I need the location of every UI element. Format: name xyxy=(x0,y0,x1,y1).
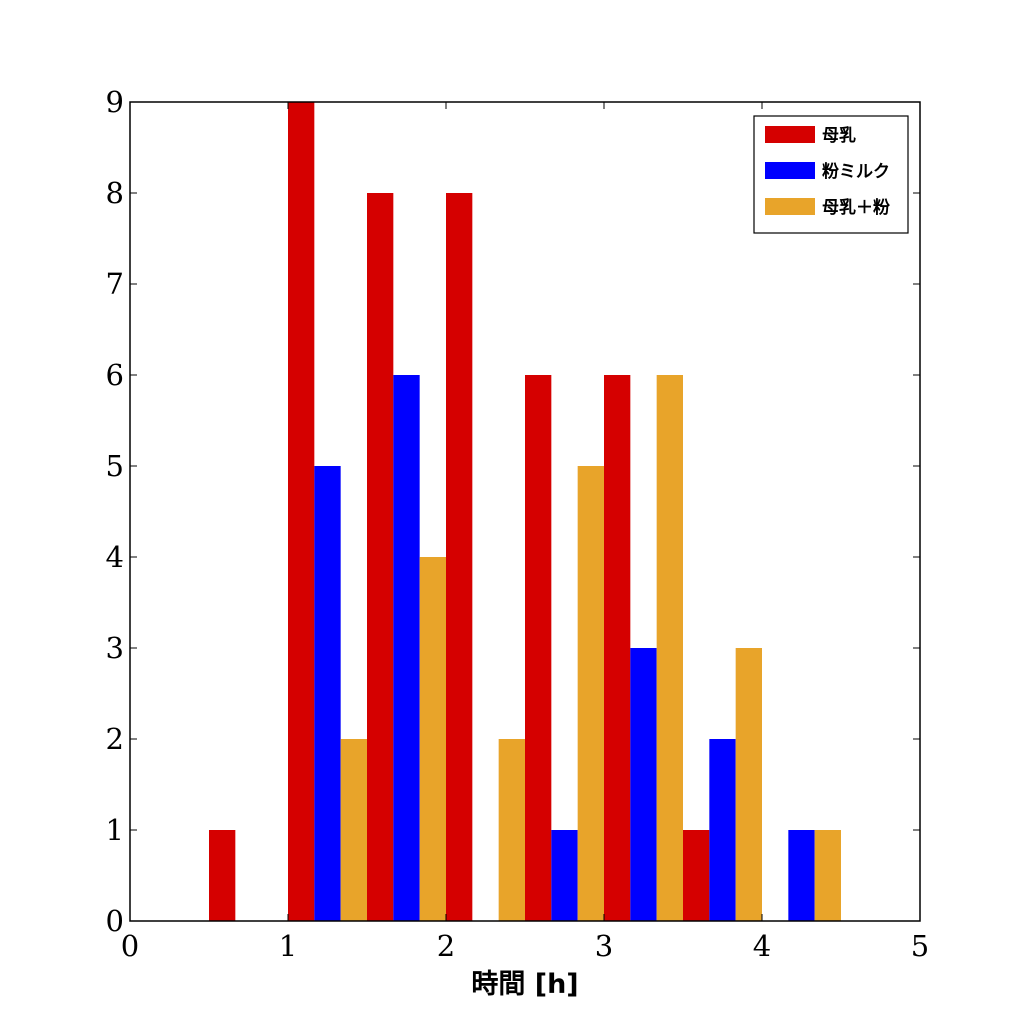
bar xyxy=(446,193,473,921)
bar xyxy=(656,375,683,921)
x-tick-label: 3 xyxy=(595,929,613,963)
x-axis-label: 時間 [h] xyxy=(471,969,578,1000)
bar xyxy=(525,375,552,921)
y-tick-label: 9 xyxy=(106,85,124,119)
x-tick-label: 5 xyxy=(911,929,929,963)
bars-group xyxy=(209,102,841,921)
y-tick-label: 2 xyxy=(106,722,124,756)
bar xyxy=(367,193,394,921)
bar xyxy=(314,466,341,921)
bar xyxy=(498,739,525,921)
bar xyxy=(288,102,315,921)
bar xyxy=(709,739,736,921)
bar xyxy=(419,557,446,921)
bar xyxy=(735,648,762,921)
y-tick-label: 1 xyxy=(106,813,124,847)
bar xyxy=(788,830,815,921)
bar xyxy=(340,739,367,921)
legend-swatch xyxy=(765,126,815,143)
x-tick-label: 4 xyxy=(753,929,771,963)
y-tick-label: 0 xyxy=(106,904,124,938)
legend-label: 母乳 xyxy=(822,125,856,146)
y-tick-label: 6 xyxy=(106,358,124,392)
legend-label: 粉ミルク xyxy=(822,161,890,182)
y-tick-label: 5 xyxy=(106,449,124,483)
tick-labels-group: 0 1 2 3 4 5 0 1 2 3 4 5 6 7 8 9 xyxy=(106,85,930,963)
bar xyxy=(551,830,578,921)
y-tick-label: 3 xyxy=(106,631,124,665)
legend-label: 母乳＋粉 xyxy=(822,197,890,218)
plot-frame xyxy=(129,101,921,922)
legend-swatch xyxy=(765,162,815,179)
y-tick-label: 7 xyxy=(106,267,124,301)
bar xyxy=(604,375,631,921)
legend-swatch xyxy=(765,198,815,215)
bar xyxy=(393,375,420,921)
y-tick-label: 8 xyxy=(106,176,124,210)
ticks-group xyxy=(129,101,921,922)
x-tick-label: 2 xyxy=(437,929,455,963)
y-tick-label: 4 xyxy=(106,540,124,574)
bar xyxy=(209,830,236,921)
bar xyxy=(577,466,604,921)
bar xyxy=(683,830,710,921)
bar xyxy=(814,830,841,921)
bar xyxy=(630,648,657,921)
x-tick-label: 1 xyxy=(279,929,297,963)
x-tick-label: 0 xyxy=(121,929,139,963)
